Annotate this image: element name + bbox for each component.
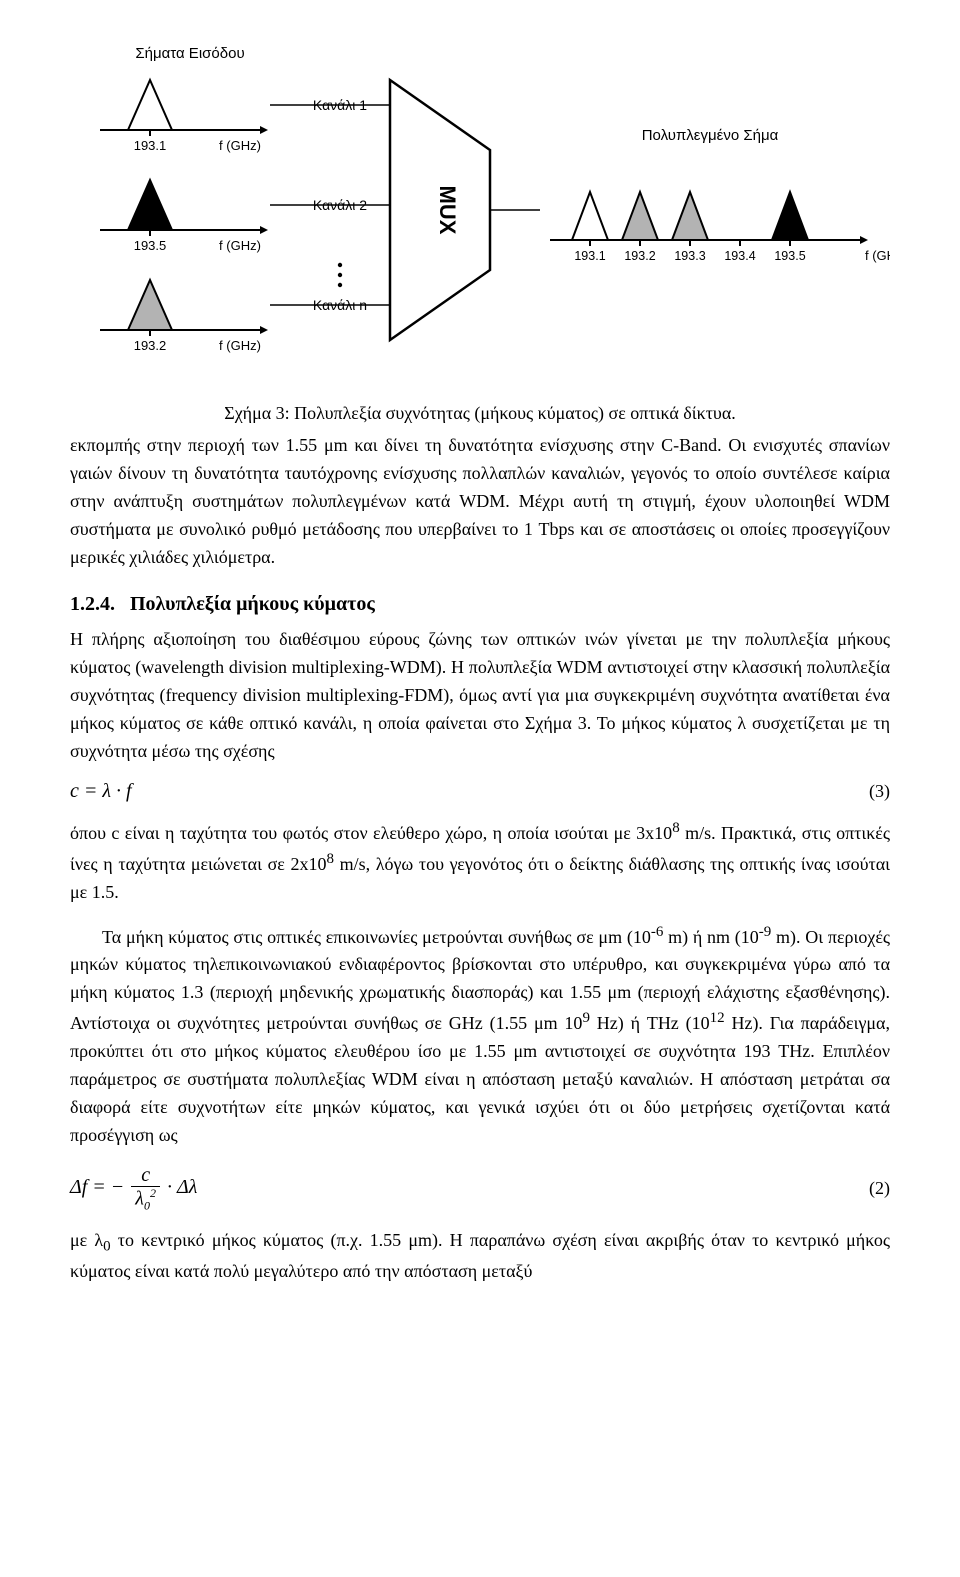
svg-text:f (GHz): f (GHz) [219, 138, 261, 153]
section-number: 1.2.4. [70, 593, 115, 615]
svg-text:Πολυπλεγμένο Σήμα: Πολυπλεγμένο Σήμα [642, 127, 779, 144]
para4-a: Τα μήκη κύματος στις οπτικές επικοινωνίε… [102, 927, 651, 947]
svg-text:MUX: MUX [435, 186, 460, 235]
eq2-denominator: λ02 [131, 1187, 160, 1213]
paragraph-2: Η πλήρης αξιοποίηση του διαθέσιμου εύρου… [70, 626, 890, 765]
svg-text:193.3: 193.3 [674, 249, 705, 263]
svg-text:Σήματα Εισόδου: Σήματα Εισόδου [135, 45, 244, 62]
eq2-lhs: Δf = − [70, 1176, 124, 1198]
sup-m6: -6 [651, 924, 664, 940]
eq2-fraction: c λ02 [131, 1164, 160, 1213]
svg-text:f (GHz): f (GHz) [219, 338, 261, 353]
svg-text:193.5: 193.5 [774, 249, 805, 263]
eq2-rhs: · Δλ [167, 1176, 197, 1198]
svg-text:193.5: 193.5 [134, 238, 167, 253]
equation-1-expression: c = λ · f [70, 780, 132, 803]
equation-2: Δf = − c λ02 · Δλ (2) [70, 1164, 890, 1213]
sup-8b: 8 [326, 851, 334, 867]
para5-b: το κεντρικό μήκος κύματος (π.χ. 1.55 μm)… [70, 1230, 890, 1282]
sup-9: 9 [582, 1010, 590, 1026]
sup-12: 12 [710, 1010, 725, 1026]
eq2-numerator: c [131, 1164, 160, 1187]
section-heading: 1.2.4. Πολυπλεξία μήκους κύματος [70, 593, 890, 616]
page-root: Σήματα Εισόδου193.1f (GHz)Κανάλι 1193.5f… [0, 0, 960, 1340]
equation-2-expression: Δf = − c λ02 · Δλ [70, 1164, 197, 1213]
svg-text:193.2: 193.2 [134, 338, 167, 353]
section-title-text: Πολυπλεξία μήκους κύματος [130, 593, 375, 615]
equation-1: c = λ · f (3) [70, 780, 890, 803]
equation-1-number: (3) [869, 781, 890, 802]
paragraph-4: Τα μήκη κύματος στις οπτικές επικοινωνίε… [70, 921, 890, 1150]
sup-8a: 8 [672, 820, 680, 836]
para3-a: όπου c είναι η ταχύτητα του φωτός στον ε… [70, 823, 672, 843]
svg-text:193.4: 193.4 [724, 249, 755, 263]
figure-caption: Σχήμα 3: Πολυπλεξία συχνότητας (μήκους κ… [70, 403, 890, 424]
figure-wrapper: Σήματα Εισόδου193.1f (GHz)Κανάλι 1193.5f… [70, 40, 890, 385]
paragraph-3: όπου c είναι η ταχύτητα του φωτός στον ε… [70, 817, 890, 907]
svg-text:193.1: 193.1 [574, 249, 605, 263]
svg-text:f (GHz): f (GHz) [865, 248, 890, 263]
sup-m9: -9 [759, 924, 772, 940]
mux-figure: Σήματα Εισόδου193.1f (GHz)Κανάλι 1193.5f… [70, 40, 890, 380]
paragraph-5: με λ0 το κεντρικό μήκος κύματος (π.χ. 1.… [70, 1227, 890, 1287]
para5-sub0: 0 [103, 1238, 111, 1254]
svg-text:f (GHz): f (GHz) [219, 238, 261, 253]
equation-2-number: (2) [869, 1178, 890, 1199]
svg-text:193.1: 193.1 [134, 138, 167, 153]
para4-b: m) ή nm (10 [663, 927, 758, 947]
para4-d: Hz) ή THz (10 [590, 1013, 710, 1033]
paragraph-1: εκπομπής στην περιοχή των 1.55 μm και δί… [70, 432, 890, 571]
para5-a: με λ [70, 1230, 103, 1250]
svg-text:193.2: 193.2 [624, 249, 655, 263]
